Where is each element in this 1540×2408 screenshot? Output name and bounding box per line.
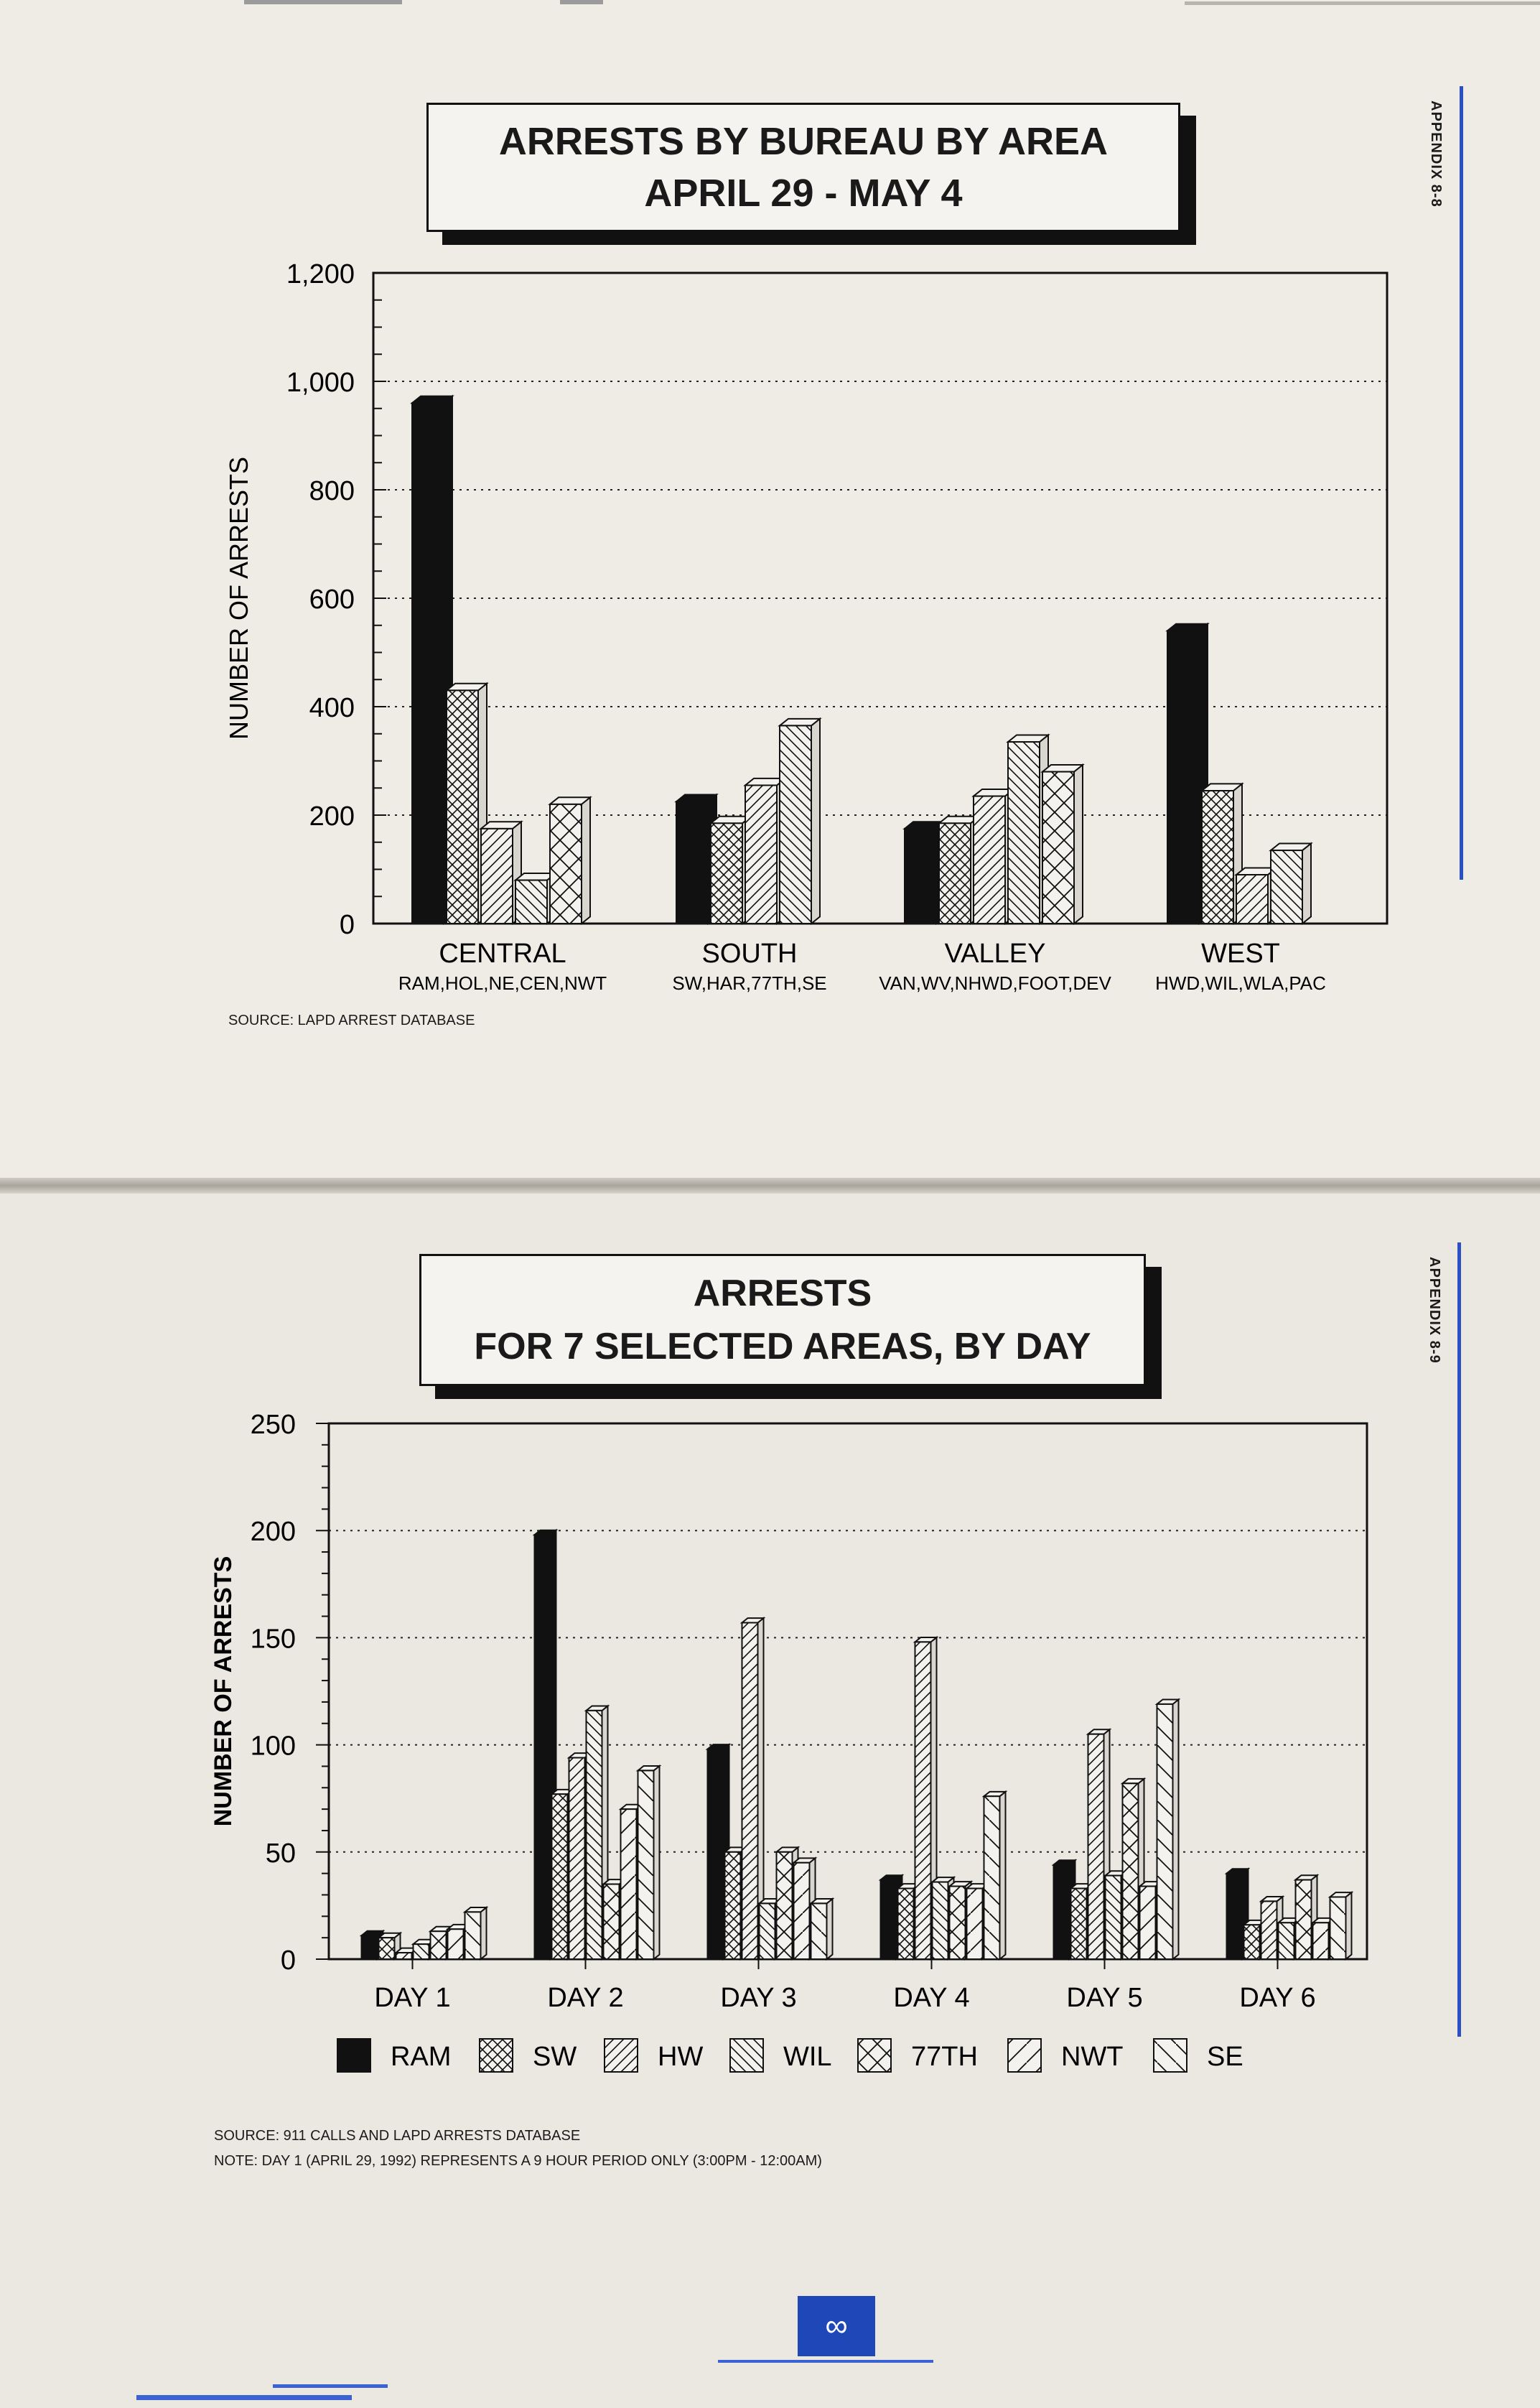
y-tick-label: 600	[309, 585, 355, 615]
top-chart-title-line1: ARRESTS BY BUREAU BY AREA	[498, 120, 1109, 163]
top-blue-rule	[1460, 86, 1463, 880]
bar-day-2-se	[635, 1764, 662, 1961]
x-tick-label: DAY 6	[1239, 1983, 1315, 2013]
x-tick-label: DAY 5	[1066, 1983, 1142, 2013]
x-category-label: WEST	[1201, 939, 1280, 969]
top-chart-title-line2: APRIL 29 - MAY 4	[644, 172, 963, 215]
bottom-footnote: NOTE: DAY 1 (APRIL 29, 1992) REPRESENTS …	[214, 2153, 822, 2169]
y-axis-label: NUMBER OF ARRESTS	[224, 457, 253, 740]
bottom-chart-title-line1: ARRESTS	[693, 1273, 872, 1314]
legend-label: NWT	[1061, 2042, 1124, 2072]
bar-day-4-hw	[913, 1635, 939, 1961]
y-tick-label: 250	[251, 1410, 296, 1440]
y-tick-label: 800	[309, 476, 355, 506]
x-tick-label: DAY 3	[720, 1983, 796, 2013]
x-category-sublabel: HWD,WIL,WLA,PAC	[1155, 972, 1326, 994]
y-tick-label: 1,000	[286, 368, 355, 398]
bar-day-4-se	[981, 1790, 1008, 1961]
top-appendix-label: APPENDIX 8-8	[1428, 101, 1444, 208]
legend-item-hw: HW	[604, 2038, 703, 2073]
legend-label: SW	[533, 2042, 577, 2072]
legend-swatch	[337, 2038, 371, 2073]
top-source-note: SOURCE: LAPD ARREST DATABASE	[228, 1013, 475, 1028]
legend-swatch	[479, 2038, 513, 2073]
plot-frame	[327, 1422, 1368, 1961]
x-category-label: SOUTH	[702, 939, 798, 969]
book-fold	[0, 1178, 1540, 1194]
bar-south-4	[778, 717, 822, 926]
y-tick-label: 50	[266, 1838, 296, 1869]
y-tick-label: 150	[251, 1624, 296, 1654]
bar-day-3-se	[808, 1897, 835, 1961]
x-tick-label: DAY 2	[547, 1983, 623, 2013]
legend-swatch	[1007, 2038, 1042, 2073]
top-chart-title-box: ARRESTS BY BUREAU BY AREA APRIL 29 - MAY…	[426, 103, 1180, 232]
bar-day-6-hw	[1259, 1895, 1285, 1961]
scan-artifact	[244, 0, 402, 4]
bottom-chart-title-line2: FOR 7 SELECTED AREAS, BY DAY	[474, 1326, 1091, 1367]
legend-label: 77TH	[911, 2042, 978, 2072]
bar-west-4	[1269, 842, 1313, 926]
bottom-blue-rule	[1457, 1242, 1461, 2037]
bar-day-1-se	[462, 1905, 489, 1961]
legend-label: SE	[1207, 2042, 1243, 2072]
scan-artifact	[560, 0, 603, 4]
legend-item-nwt: NWT	[1007, 2038, 1124, 2073]
bottom-chart-title-box: ARRESTS FOR 7 SELECTED AREAS, BY DAY	[419, 1254, 1146, 1386]
y-tick-label: 400	[309, 693, 355, 723]
scan-artifact	[273, 2384, 388, 2388]
legend-item-77th: 77TH	[857, 2038, 978, 2073]
legend-label: HW	[658, 2042, 703, 2072]
legend-item-wil: WIL	[729, 2038, 832, 2073]
x-tick-label: DAY 1	[374, 1983, 450, 2013]
x-category-sublabel: SW,HAR,77TH,SE	[672, 972, 826, 994]
bar-valley-5	[1040, 763, 1085, 926]
x-category-sublabel: RAM,HOL,NE,CEN,NWT	[398, 972, 607, 994]
scan-artifact	[718, 2360, 933, 2363]
bar-central-1	[410, 394, 454, 926]
bar-central-5	[548, 796, 592, 926]
scan-artifact	[1185, 1, 1540, 5]
bar-day-6-ram	[1224, 1867, 1251, 1961]
legend-swatch	[729, 2038, 764, 2073]
scan-artifact	[136, 2395, 352, 2400]
legend-item-sw: SW	[479, 2038, 577, 2073]
x-tick-label: DAY 4	[893, 1983, 969, 2013]
legend-swatch	[857, 2038, 892, 2073]
y-axis-label: NUMBER OF ARRESTS	[210, 1556, 237, 1827]
bar-day-5-ram	[1051, 1859, 1078, 1961]
legend-item-ram: RAM	[337, 2038, 451, 2073]
bottom-source-note: SOURCE: 911 CALLS AND LAPD ARRESTS DATAB…	[214, 2128, 581, 2144]
bureau-bar-chart: 0 200 400 600 800 1,000 1,200 NUMBER OF ARRESTS…	[224, 259, 1389, 994]
x-category-sublabel: VAN,WV,NHWD,FOOT,DEV	[879, 972, 1111, 994]
y-tick-label: 0	[340, 910, 355, 940]
y-tick-label: 200	[309, 801, 355, 832]
legend-swatch	[1153, 2038, 1187, 2073]
y-tick-label: 0	[281, 1946, 296, 1976]
legend-label: WIL	[783, 2042, 832, 2072]
bottom-page	[0, 1185, 1540, 2408]
y-tick-label: 1,200	[286, 259, 355, 289]
legend-item-se: SE	[1153, 2038, 1243, 2073]
bar-day-6-se	[1327, 1890, 1354, 1961]
legend-label: RAM	[391, 2042, 451, 2072]
daily-arrests-bar-chart: 0 50 100 150 200 250 NUMBER OF ARRESTS DAY 1 DAY…	[210, 1410, 1368, 2073]
bar-day-3-hw	[739, 1617, 766, 1961]
y-tick-label: 200	[251, 1517, 296, 1547]
y-tick-label: 100	[251, 1731, 296, 1762]
bar-day-5-se	[1154, 1698, 1181, 1961]
bottom-appendix-label: APPENDIX 8-9	[1427, 1257, 1442, 1364]
legend-swatch	[604, 2038, 638, 2073]
page-number: ∞	[798, 2296, 875, 2356]
x-category-label: VALLEY	[945, 939, 1046, 969]
x-category-label: CENTRAL	[439, 939, 566, 969]
